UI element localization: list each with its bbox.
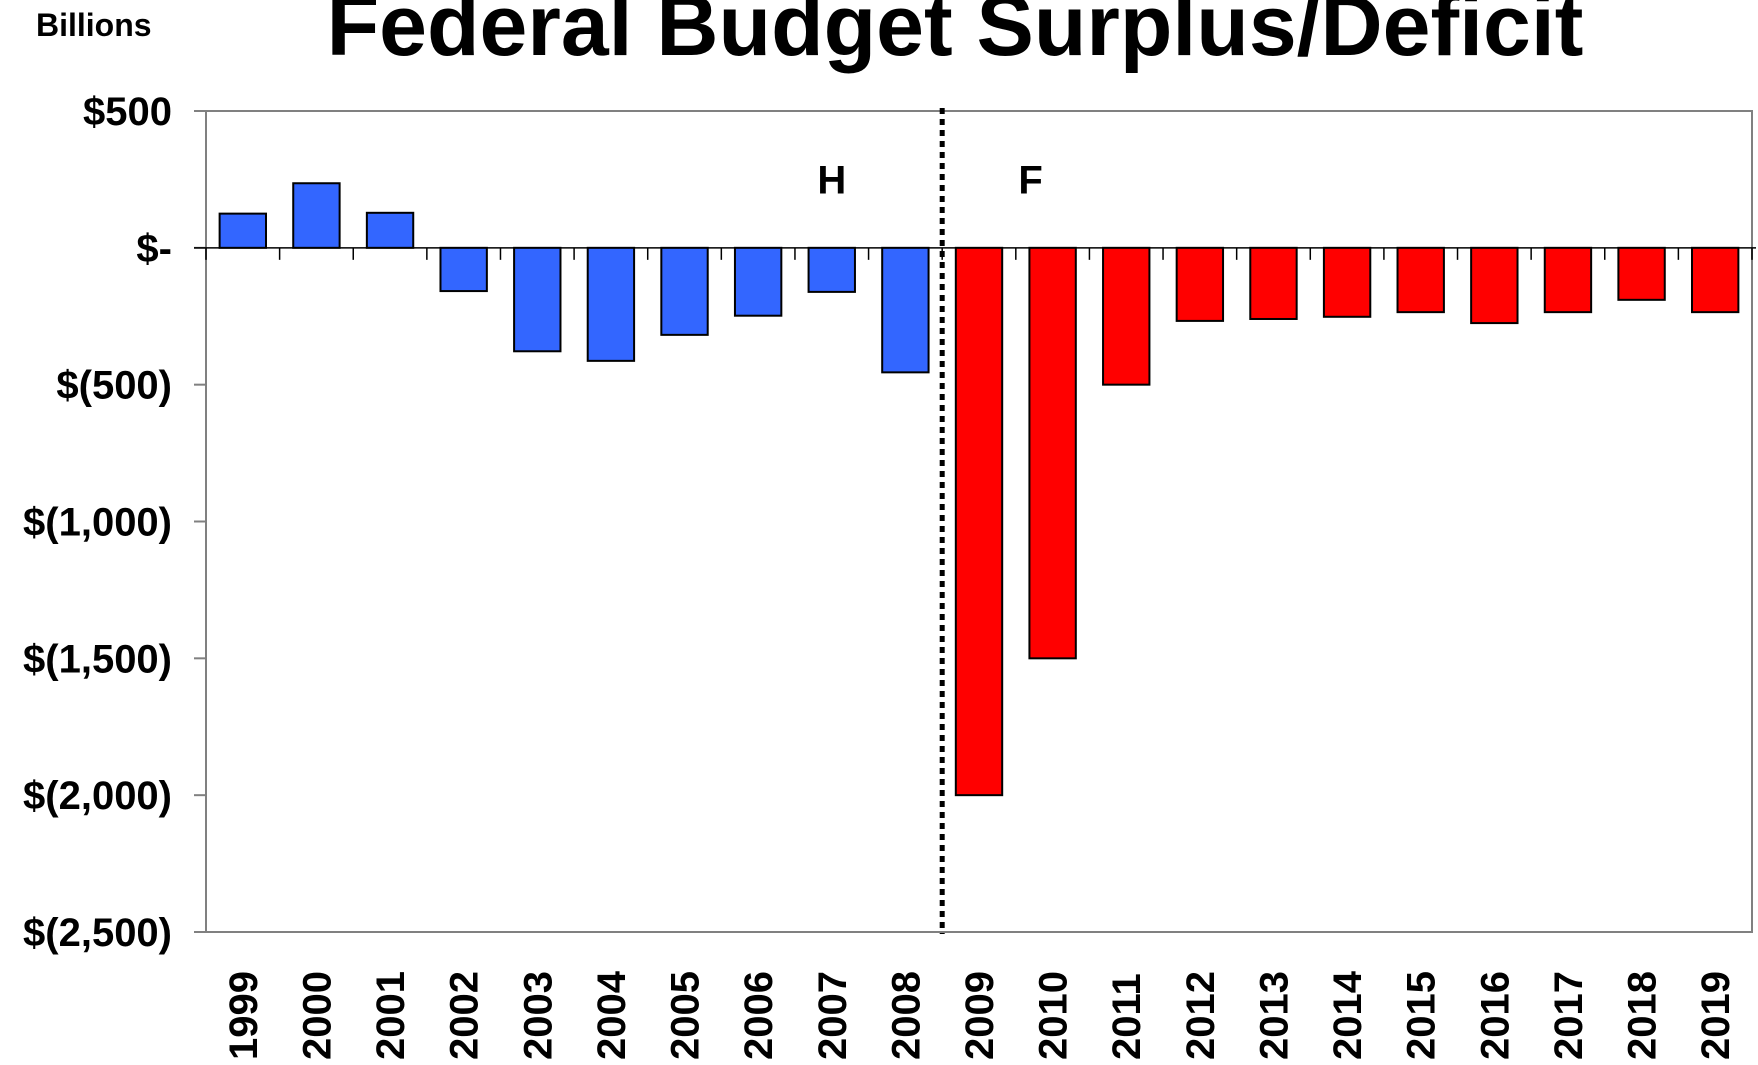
x-tick-label: 2004: [590, 970, 634, 1060]
plot-area: $500 $- $(500) $(1,000) $(1,500) $(2,000) $(2,…: [23, 90, 1756, 1060]
bar-2011: [1102, 246, 1151, 386]
x-tick-label: 2007: [811, 971, 855, 1060]
chart-title: Federal Budget Surplus/Deficit: [327, 0, 1584, 74]
y-tick-label: $(500): [56, 364, 172, 408]
bar-2002: [439, 246, 488, 293]
annotation-f: F: [1018, 158, 1042, 202]
bar-2003: [513, 246, 562, 353]
x-tick-label: 2018: [1621, 971, 1665, 1060]
units-label: Billions: [36, 7, 152, 43]
x-tick-label: 2011: [1105, 973, 1149, 1060]
bar-2001: [365, 211, 415, 249]
x-tick-label: 2005: [664, 971, 708, 1060]
x-tick-label: 2010: [1032, 971, 1076, 1060]
bar-1999: [218, 212, 267, 249]
x-tick-label: 2015: [1400, 971, 1444, 1060]
x-tick-label: 2012: [1179, 971, 1223, 1060]
bar-2009: [954, 246, 1004, 797]
bar-2015: [1396, 246, 1445, 314]
bar-2013: [1249, 246, 1298, 320]
x-tick-label: 1999: [222, 971, 266, 1060]
bar-2017: [1543, 246, 1593, 314]
bar-2012: [1175, 246, 1225, 322]
x-tick-label: 2019: [1694, 971, 1738, 1060]
x-tick-label: 2016: [1473, 971, 1517, 1060]
x-tick-label: 2002: [443, 971, 487, 1060]
bar-2004: [586, 246, 636, 362]
x-tick-label: 2014: [1326, 970, 1370, 1060]
x-tick-label: 2017: [1547, 971, 1591, 1060]
bar-2014: [1322, 246, 1372, 318]
bar-2019: [1691, 246, 1740, 314]
bar-2016: [1470, 246, 1519, 325]
x-tick-label: 2009: [958, 971, 1002, 1060]
bar-2007: [807, 246, 856, 293]
bar-2008: [881, 246, 930, 374]
x-tick-label: 2001: [369, 971, 413, 1060]
bar-2006: [733, 246, 783, 317]
annotation-h: H: [817, 158, 846, 202]
y-tick-label: $(1,000): [23, 501, 172, 545]
x-tick-label: 2008: [884, 971, 928, 1060]
bar-2010: [1028, 246, 1077, 660]
x-tick-label: 2000: [295, 971, 339, 1060]
x-tick-label: 2013: [1252, 971, 1296, 1060]
bar-2000: [292, 182, 341, 249]
x-tick-label: 2006: [737, 971, 781, 1060]
y-tick-label: $(1,500): [23, 637, 172, 681]
x-tick-label: 2003: [516, 971, 560, 1060]
bar-2018: [1617, 246, 1666, 301]
y-tick-label: $500: [83, 90, 172, 134]
y-tick-label: $-: [136, 227, 172, 271]
y-tick-label: $(2,500): [23, 911, 172, 955]
y-tick-label: $(2,000): [23, 774, 172, 818]
bar-2005: [660, 246, 709, 336]
